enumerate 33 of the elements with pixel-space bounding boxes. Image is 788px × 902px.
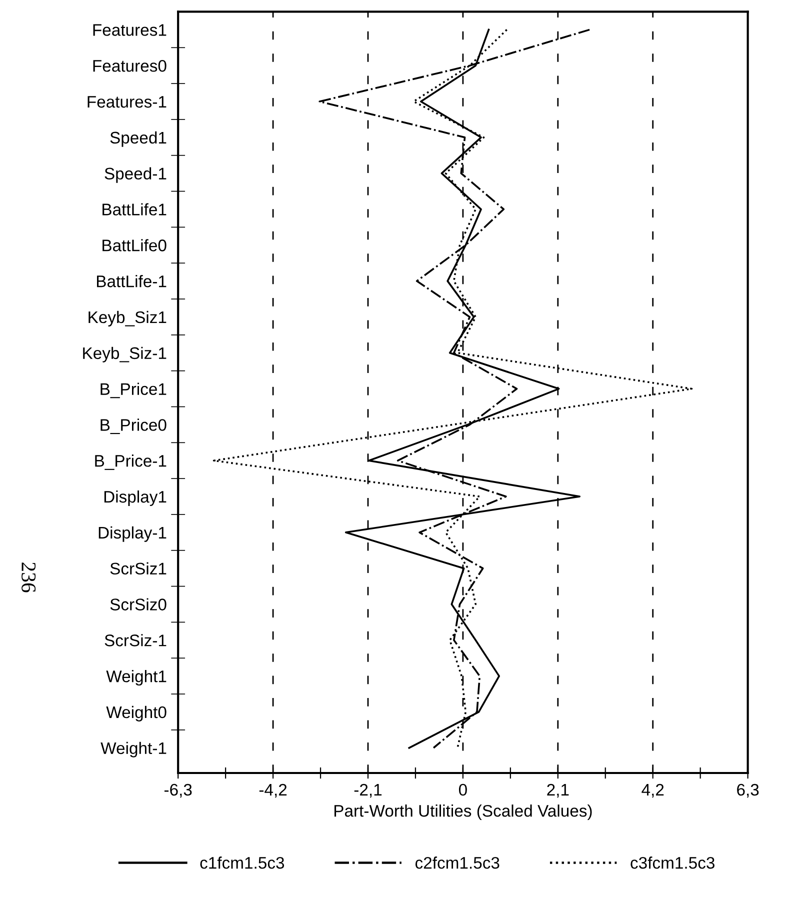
y-tick-label: B_Price0 (100, 418, 166, 434)
x-axis-title: Part-Worth Utilities (Scaled Values) (334, 804, 592, 820)
y-tick-label: BattLife0 (102, 239, 166, 252)
y-tick-label: Features0 (93, 60, 166, 72)
y-tick-label: Display1 (104, 490, 166, 506)
y-tick-label: Weight0 (106, 706, 166, 722)
legend-label: c1fcm1.5c3 (200, 856, 284, 869)
y-tick-label: Features-1 (88, 96, 166, 108)
y-tick-label: ScrSiz0 (110, 598, 166, 610)
y-tick-label: ScrSiz-1 (104, 634, 166, 646)
x-tick-label: 2,1 (547, 784, 569, 798)
x-tick-label: -4,2 (259, 784, 287, 798)
x-tick-label: -6,3 (164, 784, 192, 798)
y-tick-label: Speed-1 (104, 167, 166, 183)
y-tick-label: Keyb_Siz-1 (83, 346, 166, 362)
y-tick-label: Keyb_Siz1 (88, 310, 166, 326)
y-tick-label: BattLife1 (102, 203, 166, 216)
y-tick-label: ScrSiz1 (110, 562, 166, 575)
x-tick-label: 0 (458, 784, 467, 796)
y-tick-label: BattLife-1 (97, 275, 166, 288)
y-tick-label: Display-1 (98, 526, 166, 542)
text: 236 (22, 562, 36, 592)
y-tick-label: B_Price-1 (95, 454, 166, 470)
y-tick-label: Weight-1 (100, 742, 166, 758)
legend-label: c2fcm1.5c3 (415, 856, 500, 869)
y-tick-label: Features1 (93, 24, 166, 36)
y-tick-label: Speed1 (110, 131, 166, 147)
x-tick-label: -2,1 (354, 784, 382, 798)
y-tick-label: B_Price1 (100, 382, 166, 398)
x-tick-label: 6,3 (737, 784, 759, 798)
x-tick-label: 4,2 (642, 784, 664, 798)
legend-label: c3fcm1.5c3 (630, 856, 714, 869)
y-tick-label: Weight1 (106, 670, 166, 686)
